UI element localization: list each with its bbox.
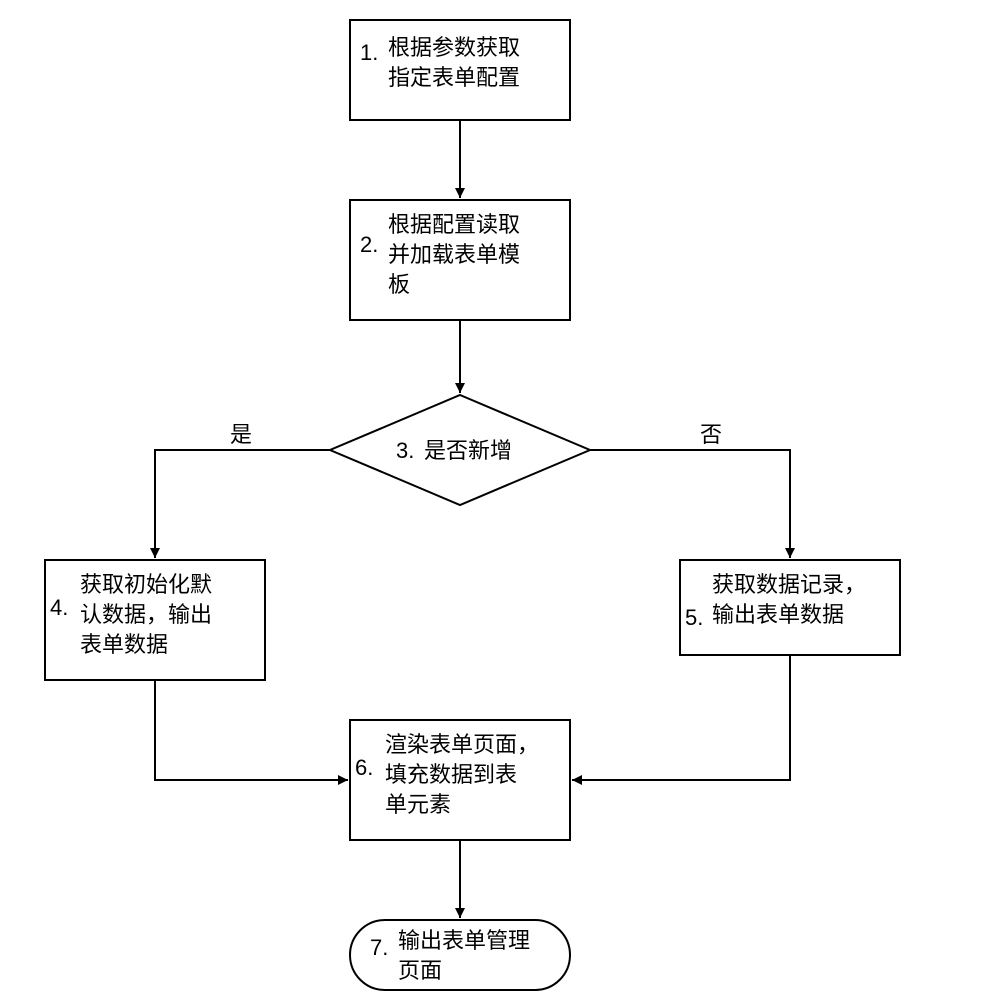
node-4-init-default-data: 4. 获取初始化默 认数据，输出 表单数据 <box>45 560 265 680</box>
edge-3-yes-label: 是 <box>230 422 252 447</box>
node-2-line3: 板 <box>388 272 410 297</box>
node-6-number: 6. <box>355 755 373 780</box>
node-4-line3: 表单数据 <box>80 632 168 657</box>
node-6-line3: 单元素 <box>385 792 451 817</box>
node-2-load-template: 2. 根据配置读取 并加载表单模 板 <box>350 200 570 320</box>
node-5-line1: 获取数据记录， <box>712 572 866 597</box>
node-1-line2: 指定表单配置 <box>388 65 520 90</box>
node-4-number: 4. <box>50 595 68 620</box>
node-2-number: 2. <box>360 232 378 257</box>
node-3-number: 3. <box>396 438 414 463</box>
edge-3-yes: 是 <box>155 422 330 558</box>
node-6-line2: 填充数据到表 <box>385 762 517 787</box>
node-2-line2: 并加载表单模 <box>388 242 520 267</box>
node-5-get-record-data: 5. 获取数据记录， 输出表单数据 <box>680 560 900 655</box>
edge-3-no-label: 否 <box>700 422 722 447</box>
flowchart-canvas: 1. 根据参数获取 指定表单配置 2. 根据配置读取 并加载表单模 板 3. 是… <box>0 0 982 1000</box>
node-1-get-config: 1. 根据参数获取 指定表单配置 <box>350 20 570 120</box>
node-7-line2: 页面 <box>398 958 442 983</box>
node-7-output-page: 7. 输出表单管理 页面 <box>350 920 570 990</box>
node-3-decision-is-new: 3. 是否新增 <box>330 395 590 505</box>
node-6-line1: 渲染表单页面， <box>385 732 539 757</box>
node-2-line1: 根据配置读取 <box>388 212 520 237</box>
edge-4-6 <box>155 680 348 780</box>
node-5-line2: 输出表单数据 <box>712 602 844 627</box>
node-4-line2: 认数据，输出 <box>80 602 212 627</box>
node-6-render-page: 6. 渲染表单页面， 填充数据到表 单元素 <box>350 720 570 840</box>
node-4-line1: 获取初始化默 <box>80 572 212 597</box>
node-1-line1: 根据参数获取 <box>388 35 520 60</box>
edge-3-no: 否 <box>590 422 790 558</box>
node-1-number: 1. <box>360 40 378 65</box>
node-5-number: 5. <box>685 605 703 630</box>
node-7-number: 7. <box>370 935 388 960</box>
edge-5-6 <box>572 655 790 780</box>
node-7-line1: 输出表单管理 <box>398 928 530 953</box>
node-3-label: 是否新增 <box>424 438 512 463</box>
